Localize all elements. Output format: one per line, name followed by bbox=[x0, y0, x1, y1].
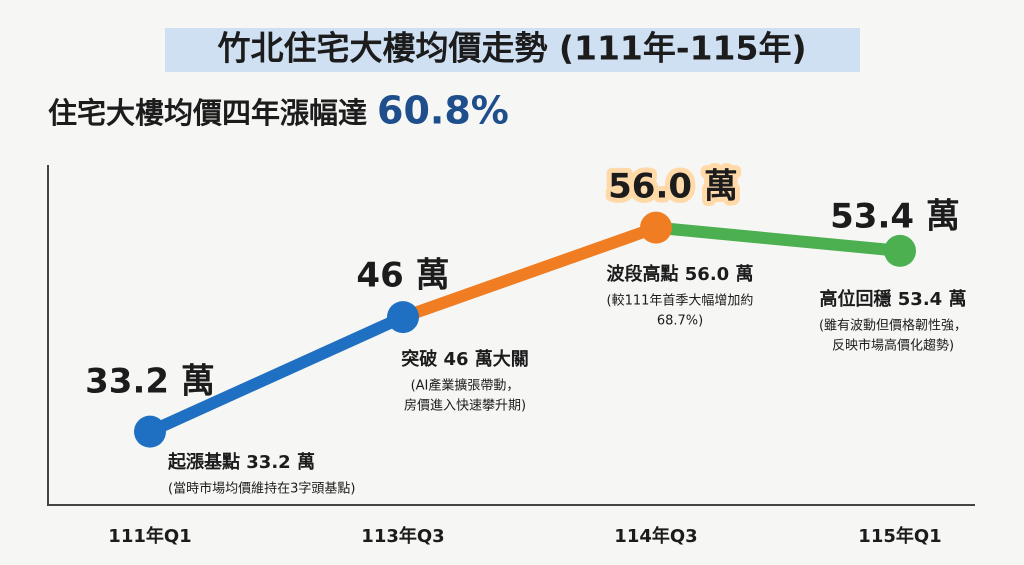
value-label: 53.4 萬 bbox=[830, 197, 960, 237]
annotation-note: 房價進入快速攀升期) bbox=[404, 398, 526, 414]
x-tick-label: 113年Q3 bbox=[361, 525, 444, 547]
x-tick-label: 115年Q1 bbox=[858, 525, 941, 547]
subtitle-highlight: 60.8% bbox=[377, 89, 509, 133]
line-segment bbox=[397, 221, 662, 324]
annotation-title: 高位回穩 53.4 萬 bbox=[820, 288, 967, 310]
value-label: 46 萬 bbox=[356, 256, 449, 296]
annotation-note: (AI產業擴張帶動， bbox=[411, 378, 520, 394]
point bbox=[134, 415, 166, 448]
line-segment bbox=[144, 311, 409, 438]
point bbox=[387, 301, 419, 334]
line-segment bbox=[650, 221, 906, 257]
value-label: 33.2 萬 bbox=[85, 362, 215, 402]
chart-title: 竹北住宅大樓均價走勢 (111年-115年) bbox=[217, 29, 806, 68]
x-tick-label: 111年Q1 bbox=[108, 525, 191, 547]
x-tick-label: 114年Q3 bbox=[614, 525, 697, 547]
annotation-note: (雖有波動但價格韌性強， bbox=[819, 318, 967, 334]
title-highlight bbox=[165, 28, 860, 72]
annotation-title: 波段高點 56.0 萬 bbox=[607, 263, 754, 285]
annotation-title: 突破 46 萬大關 bbox=[401, 348, 529, 370]
annotation-title: 起漲基點 33.2 萬 bbox=[167, 451, 315, 473]
point bbox=[640, 211, 672, 244]
point bbox=[884, 234, 916, 267]
value-label: 56.0 萬 bbox=[608, 167, 738, 207]
annotation-note: 反映市場高價化趨勢) bbox=[832, 338, 954, 354]
subtitle: 住宅大樓均價四年漲幅達 bbox=[48, 96, 367, 130]
annotation-note: (較111年首季大幅增加約 bbox=[607, 294, 754, 309]
annotation-note: 68.7%) bbox=[657, 314, 703, 329]
annotation-note: (當時市場均價維持在3字頭基點) bbox=[168, 481, 355, 497]
